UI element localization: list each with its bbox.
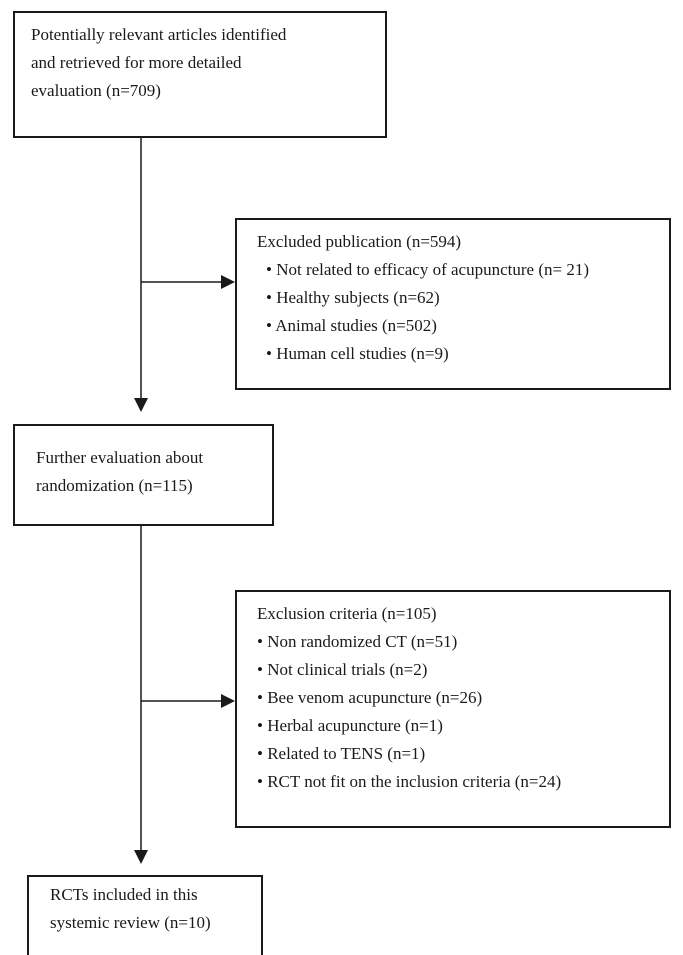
identified-articles-box: Potentially relevant articles identified… <box>13 11 387 138</box>
identified-line: Potentially relevant articles identified <box>31 25 287 44</box>
further-evaluation-text: Further evaluation about randomization (… <box>36 444 203 500</box>
exclusion-item: • Non randomized CT (n=51) <box>257 632 458 651</box>
included-line: RCTs included in this <box>50 885 198 904</box>
exclusion-criteria-text: Exclusion criteria (n=105) • Non randomi… <box>257 600 561 796</box>
included-rcts-text: RCTs included in this systemic review (n… <box>50 881 211 937</box>
exclusion-item: • Bee venom acupuncture (n=26) <box>257 688 483 707</box>
excluded-item: • Not related to efficacy of acupuncture… <box>266 260 589 279</box>
exclusion-criteria-box: Exclusion criteria (n=105) • Non randomi… <box>235 590 671 828</box>
exclusion-heading: Exclusion criteria (n=105) <box>257 604 437 623</box>
exclusion-item: • RCT not fit on the inclusion criteria … <box>257 772 562 791</box>
excluded-item: • Human cell studies (n=9) <box>266 344 449 363</box>
excluded-publication-box: Excluded publication (n=594) • Not relat… <box>235 218 671 390</box>
excluded-heading: Excluded publication (n=594) <box>257 232 462 251</box>
exclusion-item: • Related to TENS (n=1) <box>257 744 426 763</box>
further-evaluation-box: Further evaluation about randomization (… <box>13 424 274 526</box>
included-rcts-box: RCTs included in this systemic review (n… <box>27 875 263 955</box>
excluded-item: • Healthy subjects (n=62) <box>266 288 440 307</box>
exclusion-item: • Herbal acupuncture (n=1) <box>257 716 443 735</box>
further-line: randomization (n=115) <box>36 476 193 495</box>
included-line: systemic review (n=10) <box>50 913 211 932</box>
further-line: Further evaluation about <box>36 448 204 467</box>
identified-line: and retrieved for more detailed <box>31 53 242 72</box>
excluded-item: • Animal studies (n=502) <box>266 316 437 335</box>
exclusion-item: • Not clinical trials (n=2) <box>257 660 428 679</box>
excluded-publication-text: Excluded publication (n=594) • Not relat… <box>257 228 589 368</box>
identified-articles-text: Potentially relevant articles identified… <box>31 21 286 105</box>
identified-line: evaluation (n=709) <box>31 81 161 100</box>
